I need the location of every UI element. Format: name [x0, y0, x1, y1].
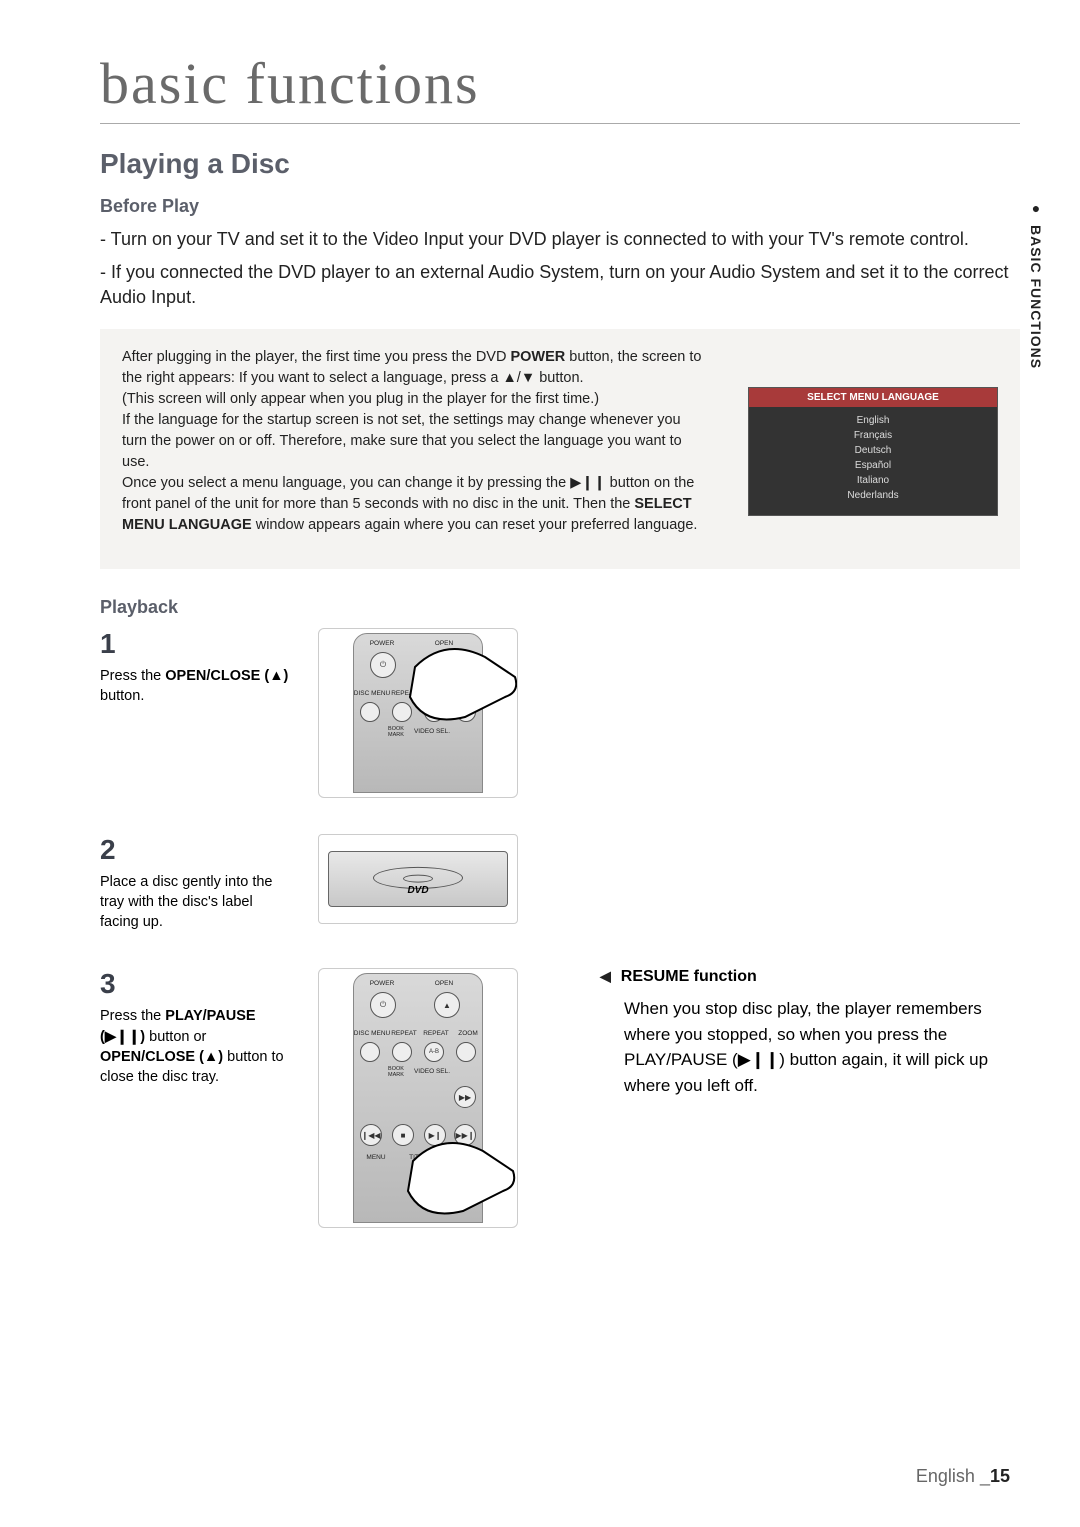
step-3-image: POWER OPEN ⏻ ▲ DISC MENU REPEAT REPEAT Z… — [318, 968, 518, 1228]
resume-block: RESUME function When you stop disc play,… — [600, 968, 1020, 1098]
discmenu-button — [360, 1042, 380, 1062]
play-pause-icon: ▶❙❙ — [570, 475, 605, 491]
step-3-text: 3 Press the PLAY/PAUSE (▶❙❙) button or O… — [100, 968, 290, 1087]
power-button-icon: ⏻ — [370, 992, 396, 1018]
lang-item: Deutsch — [749, 443, 997, 458]
step-3-desc: Press the PLAY/PAUSE (▶❙❙) button or OPE… — [100, 1006, 290, 1087]
step-2: 2 Place a disc gently into the tray with… — [100, 834, 1020, 933]
prev-button: ❙◀◀ — [360, 1124, 382, 1146]
note-t3: (This screen will only appear when you p… — [122, 391, 599, 407]
hand-icon — [405, 637, 518, 737]
note-t4: If the language for the startup screen i… — [122, 412, 682, 470]
section-title: Playing a Disc — [100, 148, 1020, 180]
step-2-text: 2 Place a disc gently into the tray with… — [100, 834, 290, 933]
footer-lang: English — [916, 1466, 975, 1486]
note-t1: After plugging in the player, the first … — [122, 349, 510, 365]
disc-center-icon — [403, 874, 433, 882]
label-videosel: VIDEO SEL. — [412, 1068, 452, 1075]
step-1-num: 1 — [100, 628, 290, 660]
label-power: POWER — [362, 640, 402, 647]
step-1-text: 1 Press the OPEN/CLOSE (▲) button. — [100, 628, 290, 707]
s3c: button or — [145, 1029, 206, 1045]
side-tab: BASIC FUNCTIONS — [1028, 200, 1044, 369]
step-2-image: DVD — [318, 834, 518, 924]
playback-heading: Playback — [100, 597, 1020, 618]
tray-illustration: DVD — [328, 851, 508, 907]
label-open: OPEN — [424, 980, 464, 987]
discmenu-button — [360, 702, 380, 722]
footer-page: 15 — [990, 1466, 1010, 1486]
label-zoom: ZOOM — [448, 1030, 488, 1037]
before-play-item-1: - Turn on your TV and set it to the Vide… — [100, 227, 1020, 252]
resume-title: RESUME function — [600, 968, 1020, 986]
lang-item: Nederlands — [749, 488, 997, 503]
hand-icon — [403, 1131, 518, 1228]
before-play-text-1: Turn on your TV and set it to the Video … — [111, 229, 969, 249]
s1a: Press the — [100, 668, 165, 684]
note-t5a: Once you select a menu language, you can… — [122, 475, 570, 491]
language-panel-title: SELECT MENU LANGUAGE — [749, 388, 997, 407]
note-text: After plugging in the player, the first … — [122, 347, 702, 536]
open-button-icon: ▲ — [434, 992, 460, 1018]
language-panel: SELECT MENU LANGUAGE English Français De… — [748, 387, 998, 516]
power-button-icon: ⏻ — [370, 652, 396, 678]
dvd-logo: DVD — [407, 885, 428, 896]
lang-item-english: English — [857, 415, 890, 426]
step-1: 1 Press the OPEN/CLOSE (▲) button. POWER… — [100, 628, 1020, 798]
before-play-block: Before Play - Turn on your TV and set it… — [100, 196, 1020, 311]
repeat-ab-button: A-B — [424, 1042, 444, 1062]
note-t5d: window appears again where you can reset… — [252, 517, 698, 533]
label-menu: MENU — [356, 1154, 396, 1161]
repeat-button — [392, 1042, 412, 1062]
lang-item: English — [749, 413, 997, 428]
chapter-title: basic functions — [100, 50, 1020, 124]
s3a: Press the — [100, 1008, 165, 1024]
step-2-desc: Place a disc gently into the tray with t… — [100, 872, 290, 933]
zoom-button — [456, 1042, 476, 1062]
before-play-item-2: - If you connected the DVD player to an … — [100, 260, 1020, 310]
lang-item: Italiano — [749, 473, 997, 488]
step-2-num: 2 — [100, 834, 290, 866]
step-3-num: 3 — [100, 968, 290, 1000]
resume-body: When you stop disc play, the player reme… — [600, 996, 1020, 1098]
fwd-button: ▶▶ — [454, 1086, 476, 1108]
label-power: POWER — [362, 980, 402, 987]
lang-item: Español — [749, 458, 997, 473]
step-1-image: POWER OPEN ⏻ ▲ DISC MENU REPEAT REPEAT Z… — [318, 628, 518, 798]
step-3: 3 Press the PLAY/PAUSE (▶❙❙) button or O… — [100, 968, 1020, 1228]
label-bookmark: BOOK MARK — [376, 1066, 416, 1078]
s1b: OPEN/CLOSE (▲) — [165, 668, 288, 684]
before-play-heading: Before Play — [100, 196, 1020, 217]
note-box: After plugging in the player, the first … — [100, 329, 1020, 569]
playback-steps: 1 Press the OPEN/CLOSE (▲) button. POWER… — [100, 628, 1020, 1229]
s1c: button. — [100, 688, 144, 704]
s3d: OPEN/CLOSE (▲) — [100, 1049, 223, 1065]
lang-item: Français — [749, 428, 997, 443]
before-play-text-2: If you connected the DVD player to an ex… — [100, 262, 1009, 307]
note-t1b: POWER — [510, 349, 565, 365]
step-1-desc: Press the OPEN/CLOSE (▲) button. — [100, 666, 290, 707]
page-footer: English _15 — [916, 1466, 1010, 1487]
